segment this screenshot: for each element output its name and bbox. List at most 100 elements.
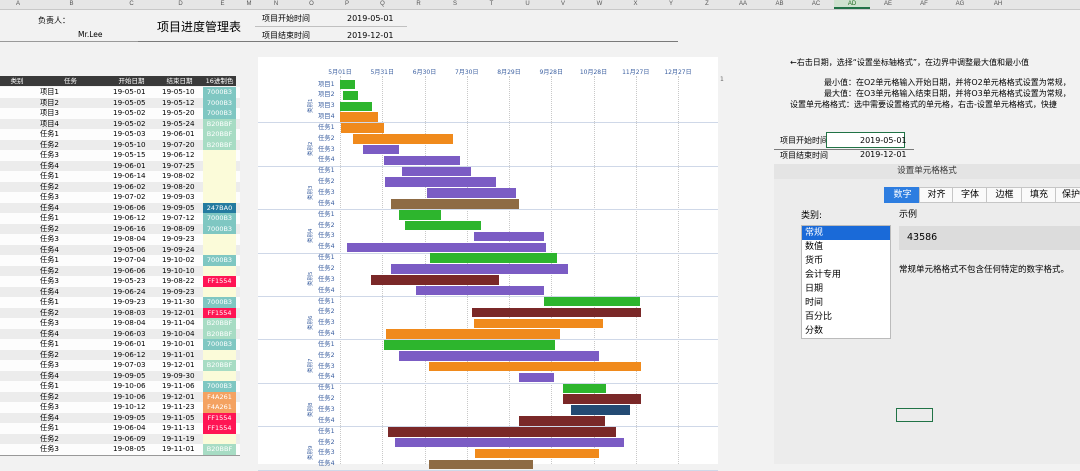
column-header-o[interactable]: O	[309, 1, 314, 7]
task-bar[interactable]	[404, 220, 481, 231]
active-cell-cursor[interactable]	[896, 408, 933, 422]
task-bar[interactable]	[399, 210, 442, 220]
tab-3[interactable]: 边框	[986, 187, 1023, 203]
task-bar[interactable]	[394, 437, 625, 448]
table-row[interactable]: 任务1 19-06-01 19-10-01 7000B3	[0, 339, 240, 350]
task-bar[interactable]	[427, 188, 517, 198]
table-row[interactable]: 任务2 19-08-03 19-12-01 FF1554	[0, 307, 240, 318]
column-header-af[interactable]: AF	[920, 1, 928, 7]
column-header-b[interactable]: B	[69, 1, 74, 7]
column-header-d[interactable]: D	[178, 1, 183, 7]
table-row[interactable]: 任务2 19-06-02 19-08-20	[0, 181, 240, 192]
table-row[interactable]: 任务3 19-07-03 19-12-01 B20BBF	[0, 360, 240, 371]
category-option[interactable]: 常规	[802, 226, 890, 240]
column-header-w[interactable]: W	[596, 1, 603, 7]
table-row[interactable]: 任务1 19-09-23 19-11-30 7000B3	[0, 297, 240, 308]
task-bar[interactable]	[562, 383, 607, 394]
table-row[interactable]: 任务3 19-08-04 19-09-23	[0, 234, 240, 245]
task-bar[interactable]	[428, 361, 642, 372]
table-row[interactable]: 任务2 19-06-06 19-10-10	[0, 265, 240, 276]
tab-0[interactable]: 数字	[884, 187, 921, 203]
column-header-ab[interactable]: AB	[775, 1, 784, 7]
column-header-ah[interactable]: AH	[993, 1, 1003, 7]
tab-5[interactable]: 保护	[1055, 187, 1080, 203]
table-row[interactable]: 任务1 19-06-12 19-07-12 7000B3	[0, 213, 240, 224]
task-bar[interactable]	[347, 242, 546, 253]
column-header-z[interactable]: Z	[705, 1, 709, 7]
table-row[interactable]: 任务1 19-06-14 19-08-02	[0, 171, 240, 182]
task-bar[interactable]	[544, 296, 640, 307]
category-option[interactable]: 时间	[805, 298, 824, 308]
table-row[interactable]: 项目1 19-05-01 19-05-10 7000B3	[0, 87, 240, 98]
task-bar[interactable]	[342, 90, 359, 101]
tab-1[interactable]: 对齐	[919, 187, 954, 203]
task-bar[interactable]	[385, 177, 497, 187]
column-header-s[interactable]: S	[452, 1, 457, 7]
category-list[interactable]: 常规 数值 货币 会计专用 日期 时间 百分比 分数	[801, 225, 891, 339]
task-bar[interactable]	[472, 307, 642, 318]
task-bar[interactable]	[518, 372, 555, 383]
column-header-y[interactable]: Y	[668, 1, 673, 7]
column-header-p[interactable]: P	[344, 1, 349, 7]
column-header-n[interactable]: N	[273, 1, 279, 7]
task-bar[interactable]	[399, 351, 600, 361]
table-row[interactable]: 任务1 19-06-04 19-11-13 FF1554	[0, 423, 240, 434]
column-header-u[interactable]: U	[525, 1, 530, 7]
task-bar[interactable]	[428, 459, 533, 470]
column-header-t[interactable]: T	[489, 1, 494, 7]
column-header-ac[interactable]: AC	[811, 1, 821, 7]
task-bar[interactable]	[383, 155, 460, 166]
column-header-r[interactable]: R	[416, 1, 421, 7]
task-bar[interactable]	[416, 285, 545, 296]
task-bar[interactable]	[570, 405, 631, 415]
task-bar[interactable]	[401, 166, 471, 177]
column-header-ae[interactable]: AE	[883, 1, 892, 7]
tab-2[interactable]: 字体	[952, 187, 988, 203]
column-header-x[interactable]: X	[633, 1, 638, 7]
table-row[interactable]: 项目3 19-05-02 19-05-20 7000B3	[0, 108, 240, 119]
category-option[interactable]: 会计专用	[805, 270, 842, 280]
column-header-ad[interactable]: AD	[834, 0, 870, 9]
table-row[interactable]: 任务3 19-08-04 19-11-04 B20BBF	[0, 318, 240, 329]
table-row[interactable]: 任务1 19-05-03 19-06-01 B20BBF	[0, 129, 240, 140]
task-bar[interactable]	[430, 253, 557, 263]
table-row[interactable]: 任务3 19-08-05 19-11-01 B20BBF	[0, 444, 240, 456]
table-row[interactable]: 任务3 19-10-12 19-11-23 F4A261	[0, 402, 240, 413]
task-bar[interactable]	[340, 101, 373, 111]
task-bar[interactable]	[341, 123, 384, 133]
category-option[interactable]: 货币	[805, 256, 824, 266]
column-header-q[interactable]: Q	[380, 1, 385, 7]
task-bar[interactable]	[387, 427, 617, 437]
table-row[interactable]: 任务2 19-06-09 19-11-19	[0, 433, 240, 444]
table-row[interactable]: 任务2 19-05-10 19-07-20 B20BBF	[0, 139, 240, 150]
column-header-v[interactable]: V	[560, 1, 565, 7]
column-header-ag[interactable]: AG	[955, 1, 965, 7]
task-bar[interactable]	[473, 231, 545, 242]
gantt-chart[interactable]: 1 5月01日 5月31日 6月30日 7月30日 8月29日 9月28日 10月28日 11…	[258, 57, 724, 471]
task-bar[interactable]	[390, 199, 519, 209]
column-header-e[interactable]: E	[220, 1, 225, 7]
task-bar[interactable]	[562, 394, 642, 404]
column-header-c[interactable]: C	[129, 1, 134, 7]
selected-cell-start-value[interactable]: 2019-05-01	[826, 132, 907, 148]
task-bar[interactable]	[475, 448, 600, 459]
table-row[interactable]: 任务3 19-07-02 19-09-03	[0, 192, 240, 203]
task-bar[interactable]	[386, 329, 560, 339]
task-bar[interactable]	[518, 416, 605, 426]
task-bar[interactable]	[340, 79, 356, 90]
table-row[interactable]: 任务2 19-06-16 19-08-09 7000B3	[0, 223, 240, 234]
column-header-aa[interactable]: AA	[738, 1, 747, 7]
category-option[interactable]: 日期	[805, 284, 824, 294]
task-bar[interactable]	[370, 275, 500, 285]
task-bar[interactable]	[390, 264, 569, 274]
category-option[interactable]: 分数	[805, 326, 824, 336]
column-header-m[interactable]: M	[246, 1, 252, 7]
tab-4[interactable]: 填充	[1021, 187, 1057, 203]
format-cells-dialog[interactable]: 设置单元格格式 数字 对齐 字体 边框 填充 保护 类别: 常规 数值 货币 会计专用 日期 时间百…	[774, 164, 1080, 464]
table-row[interactable]: 任务1 19-07-04 19-10-02 7000B3	[0, 255, 240, 266]
table-row[interactable]: 任务1 19-10-06 19-11-06 7000B3	[0, 381, 240, 392]
table-row[interactable]: 任务3 19-05-15 19-06-12	[0, 150, 240, 161]
task-bar[interactable]	[340, 112, 379, 122]
table-row[interactable]: 任务2 19-10-06 19-12-01 F4A261	[0, 391, 240, 402]
table-row[interactable]: 任务2 19-06-12 19-11-01	[0, 349, 240, 360]
